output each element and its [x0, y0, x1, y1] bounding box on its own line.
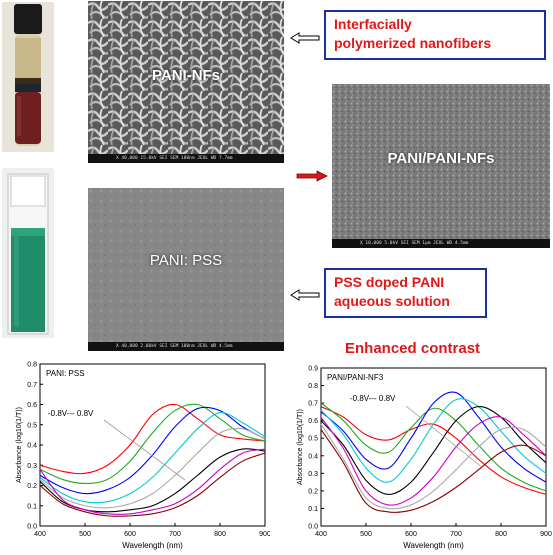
y-tick-label: 0.6: [308, 418, 318, 425]
x-axis-label: Wavelength (nm): [122, 541, 183, 550]
x-tick-label: 600: [405, 531, 417, 538]
chart-title: PANI/PANI-NF3: [327, 373, 384, 382]
plot-frame: [39, 363, 266, 527]
series-line-4: [39, 412, 266, 504]
annotation-arrow: [103, 419, 186, 481]
series-line-7: [320, 423, 547, 510]
cuvette-photo: [2, 168, 54, 338]
y-tick-label: 0.6: [27, 402, 37, 409]
y-tick-label: 0.1: [27, 503, 37, 510]
right-arrow-icon: [296, 170, 328, 182]
y-tick-label: 0.5: [308, 436, 318, 443]
sem-image-pani-nfs: PANI-NFs X 40,000 15.0kV SEI SEM 100nm J…: [88, 1, 284, 163]
y-tick-label: 0.8: [308, 383, 318, 390]
series-line-8: [320, 429, 547, 513]
series-line-3: [320, 391, 547, 483]
x-tick-label: 900: [540, 531, 552, 538]
x-tick-label: 400: [315, 531, 327, 538]
series-line-3: [39, 406, 266, 495]
y-tick-label: 0.5: [27, 422, 37, 429]
y-tick-label: 0.9: [308, 366, 318, 373]
callout-interfacial-nanofibers: Interfacially polymerized nanofibers: [324, 10, 546, 60]
x-tick-label: 900: [259, 531, 270, 538]
y-tick-label: 0.3: [27, 463, 37, 470]
sem-label-pani-nfs: PANI-NFs: [151, 67, 221, 84]
series-line-6: [320, 416, 547, 506]
left-arrow-icon: [290, 32, 320, 44]
y-tick-label: 0.3: [308, 471, 318, 478]
y-tick-label: 0.8: [27, 362, 37, 369]
y-tick-label: 0.1: [308, 506, 318, 513]
x-tick-label: 400: [34, 531, 46, 538]
sem-image-pani-pani-nfs: PANI/PANI-NFs X 10,000 5.0kV SEI SEM 1μm…: [332, 84, 550, 248]
voltage-annotation: -0.8V--- 0.8V: [350, 394, 396, 403]
series-line-1: [39, 403, 266, 475]
annotation-arrow: [405, 405, 484, 469]
x-tick-label: 800: [214, 531, 226, 538]
sem-info-bar: X 40,000 2.00kV SEI SEM 100nm JEOL WD 4.…: [88, 342, 284, 351]
composite-texture: [332, 84, 550, 239]
y-tick-label: 0.2: [308, 488, 318, 495]
vial-photo: [2, 2, 54, 152]
enhanced-contrast-heading: Enhanced contrast: [345, 340, 481, 357]
series-line-5: [39, 427, 266, 509]
callout-line-2: aqueous solution: [334, 293, 450, 309]
y-tick-label: 0.4: [308, 453, 318, 460]
x-tick-label: 500: [360, 531, 372, 538]
x-tick-label: 700: [450, 531, 462, 538]
x-tick-label: 500: [79, 531, 91, 538]
callout-line-1: Interfacially: [334, 16, 412, 32]
left-arrow-icon: [290, 289, 320, 301]
sem-info-bar: X 40,000 15.0kV SEI SEM 100nm JEOL WD 7.…: [88, 154, 284, 163]
nanofiber-texture: [88, 1, 284, 154]
series-line-7: [39, 448, 266, 515]
sem-image-pani-pss: PANI: PSS X 40,000 2.00kV SEI SEM 100nm …: [88, 188, 284, 351]
series-line-4: [320, 398, 547, 483]
y-tick-label: 0.0: [308, 524, 318, 531]
callout-line-2: polymerized nanofibers: [334, 35, 492, 51]
series-line-2: [320, 402, 547, 492]
y-tick-label: 0.4: [27, 443, 37, 450]
x-tick-label: 700: [169, 531, 181, 538]
y-tick-label: 0.7: [27, 382, 37, 389]
y-tick-label: 0.2: [27, 483, 37, 490]
x-tick-label: 600: [124, 531, 136, 538]
callout-pss-doped: PSS doped PANI aqueous solution: [324, 268, 487, 318]
y-tick-label: 0.0: [27, 524, 37, 531]
pss-texture: [88, 188, 284, 342]
voltage-annotation: -0.8V--- 0.8V: [48, 409, 94, 418]
absorbance-chart-pani-pss: 400 500 600 700 800 900 0.0 0.1 0.2 0.3 0.4 0.5 0.6 0…: [16, 362, 270, 551]
series-line-8: [39, 452, 266, 517]
y-axis-label: Absorbance (log10(1/T)): [297, 409, 304, 485]
sem-label-pani-pani-nfs: PANI/PANI-NFs: [387, 150, 495, 167]
y-axis-label: Absorbance (log10(1/T)): [16, 407, 23, 483]
x-axis-label: Wavelength (nm): [403, 541, 464, 550]
series-line-2: [39, 403, 266, 485]
chart-title: PANI: PSS: [46, 369, 85, 378]
plot-frame: [320, 367, 547, 527]
series-line-5: [320, 406, 547, 495]
x-tick-label: 800: [495, 531, 507, 538]
callout-line-1: PSS doped PANI: [334, 274, 445, 290]
vial-drawing: [14, 4, 42, 146]
sem-label-pani-pss: PANI: PSS: [149, 252, 223, 269]
cuvette-drawing: [7, 173, 49, 335]
y-tick-label: 0.7: [308, 401, 318, 408]
sem-info-bar: X 10,000 5.0kV SEI SEM 1μm JEOL WD 4.5mm: [332, 239, 550, 248]
absorbance-chart-pani-pani-nf3: 400 500 600 700 800 900 0.0 0.1 0.2 0.3 0.4 0.5 0.6 0…: [297, 366, 552, 551]
